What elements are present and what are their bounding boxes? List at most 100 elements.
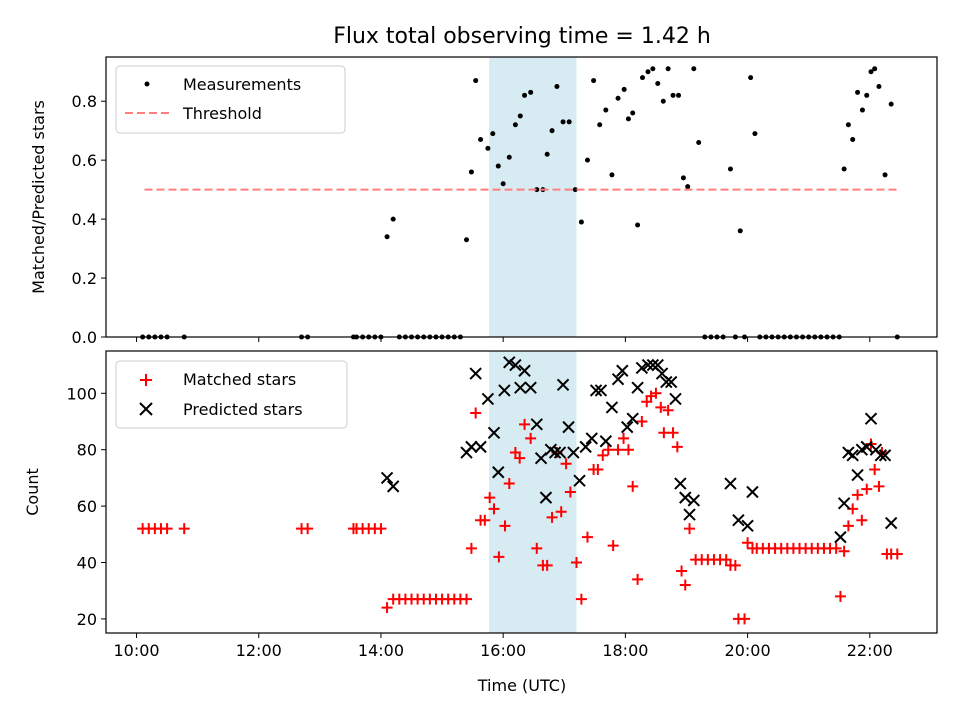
predicted-stars-point bbox=[594, 384, 608, 397]
measurements-point bbox=[468, 169, 474, 175]
predicted-stars-point bbox=[616, 364, 629, 377]
matched-stars-point bbox=[461, 593, 473, 605]
predicted-stars-point bbox=[386, 480, 400, 493]
matched-stars-point bbox=[612, 444, 624, 456]
matched-stars-point bbox=[671, 441, 683, 453]
predicted-stars-point bbox=[469, 367, 482, 380]
predicted-stars-point bbox=[530, 418, 543, 431]
matched-stars-point bbox=[493, 551, 505, 563]
measurements-point bbox=[882, 172, 888, 178]
matched-stars-point bbox=[488, 503, 500, 515]
y-tick-label: 60 bbox=[77, 497, 97, 516]
legend-threshold-label: Threshold bbox=[182, 104, 262, 123]
bottom-panel: 10:00 12:00 14:00 16:00 18:00 20:00 22:00 20 40… bbox=[23, 350, 938, 695]
matched-stars-point bbox=[676, 565, 688, 577]
bottom-panel-frame bbox=[105, 350, 938, 634]
matched-stars-point bbox=[479, 514, 491, 526]
matched-stars-point bbox=[618, 432, 630, 444]
measurements-point bbox=[390, 216, 396, 222]
measurements-point bbox=[696, 139, 702, 145]
predicted-stars-point bbox=[553, 446, 567, 459]
legend-measurements-label: Measurements bbox=[183, 75, 301, 94]
predicted-stars-point bbox=[874, 449, 887, 462]
matched-stars-point bbox=[842, 520, 854, 532]
predicted-stars-point bbox=[878, 449, 892, 462]
matched-stars-point bbox=[627, 480, 639, 492]
y-tick-label: 0.6 bbox=[72, 151, 97, 170]
measurements-point bbox=[572, 187, 578, 193]
measurements-point bbox=[855, 89, 861, 95]
predicted-stars-point bbox=[503, 356, 516, 369]
predicted-stars-point bbox=[860, 440, 873, 454]
measurements-point bbox=[845, 122, 851, 128]
legend-measurements-marker bbox=[144, 81, 150, 87]
matched-stars-point bbox=[873, 480, 885, 492]
predicted-stars-point bbox=[548, 446, 562, 459]
predicted-stars-point bbox=[626, 412, 639, 425]
measurements-point bbox=[888, 101, 894, 107]
x-tick-label: 14:00 bbox=[358, 641, 404, 660]
matched-stars-point bbox=[667, 427, 679, 439]
matched-stars-point bbox=[381, 602, 393, 614]
matched-stars-point bbox=[375, 523, 387, 535]
legend-matched-marker bbox=[140, 374, 152, 386]
matched-stars-point bbox=[560, 458, 572, 470]
measurements-point bbox=[635, 222, 641, 228]
measurements-point bbox=[554, 83, 560, 89]
predicted-stars-point bbox=[651, 358, 664, 372]
measurements-point bbox=[528, 89, 534, 95]
top-y-ticks: 0.0 0.2 0.4 0.6 0.8 bbox=[72, 92, 106, 347]
matched-stars-point bbox=[575, 593, 587, 605]
predicted-stars-point bbox=[746, 485, 759, 499]
measurements-point bbox=[609, 172, 615, 178]
y-tick-label: 100 bbox=[66, 384, 97, 403]
measurements-point bbox=[522, 92, 528, 98]
matched-stars-point bbox=[525, 432, 537, 444]
legend-predicted-label: Predicted stars bbox=[183, 400, 303, 419]
predicted-stars-point bbox=[567, 446, 580, 459]
x-tick-label: 12:00 bbox=[236, 641, 282, 660]
measurements-point bbox=[748, 75, 754, 81]
matched-stars-point bbox=[541, 559, 553, 571]
y-tick-label: 20 bbox=[77, 610, 97, 629]
y-tick-label: 0.4 bbox=[72, 210, 97, 229]
matched-stars-point bbox=[655, 401, 667, 413]
predicted-stars-point bbox=[599, 435, 613, 448]
measurements-point bbox=[850, 137, 856, 143]
measurements-point bbox=[680, 175, 686, 181]
chart-title: Flux total observing time = 1.42 h bbox=[333, 24, 711, 49]
matched-stars-point bbox=[602, 444, 614, 456]
predicted-stars-point bbox=[474, 440, 487, 454]
matched-stars-point bbox=[178, 523, 190, 535]
top-y-axis-label: Matched/Predicted stars bbox=[29, 100, 48, 294]
matched-stars-point bbox=[861, 483, 873, 495]
measurements-point bbox=[665, 66, 671, 72]
predicted-stars-point bbox=[518, 364, 531, 377]
predicted-stars-point bbox=[683, 508, 696, 521]
measurements-point bbox=[584, 157, 590, 163]
matched-stars-point bbox=[607, 540, 619, 552]
top-legend-box bbox=[115, 65, 346, 134]
x-tick-label: 22:00 bbox=[847, 641, 893, 660]
matched-stars-point bbox=[470, 407, 482, 419]
measurements-point bbox=[691, 66, 697, 72]
matched-stars-point bbox=[503, 478, 515, 490]
predicted-stars-point bbox=[573, 474, 586, 487]
measurements-point bbox=[841, 166, 847, 172]
bottom-y-ticks: 20 40 60 80 100 bbox=[66, 384, 106, 629]
matched-stars-point bbox=[592, 463, 604, 475]
predicted-stars-point bbox=[660, 375, 673, 389]
matched-stars-point bbox=[662, 404, 674, 416]
measurements-point bbox=[591, 78, 597, 84]
top-x-ticks bbox=[136, 337, 871, 342]
predicted-stars-point bbox=[481, 392, 495, 406]
measurements-point bbox=[650, 66, 656, 72]
matched-stars-point bbox=[729, 559, 741, 571]
matched-stars-point bbox=[679, 579, 691, 591]
measurements-point bbox=[639, 75, 645, 81]
predicted-stars-point bbox=[380, 471, 394, 485]
predicted-stars-point bbox=[579, 440, 592, 454]
predicted-stars-point bbox=[589, 384, 603, 397]
predicted-stars-point bbox=[562, 420, 575, 434]
matched-stars-point bbox=[720, 554, 732, 566]
